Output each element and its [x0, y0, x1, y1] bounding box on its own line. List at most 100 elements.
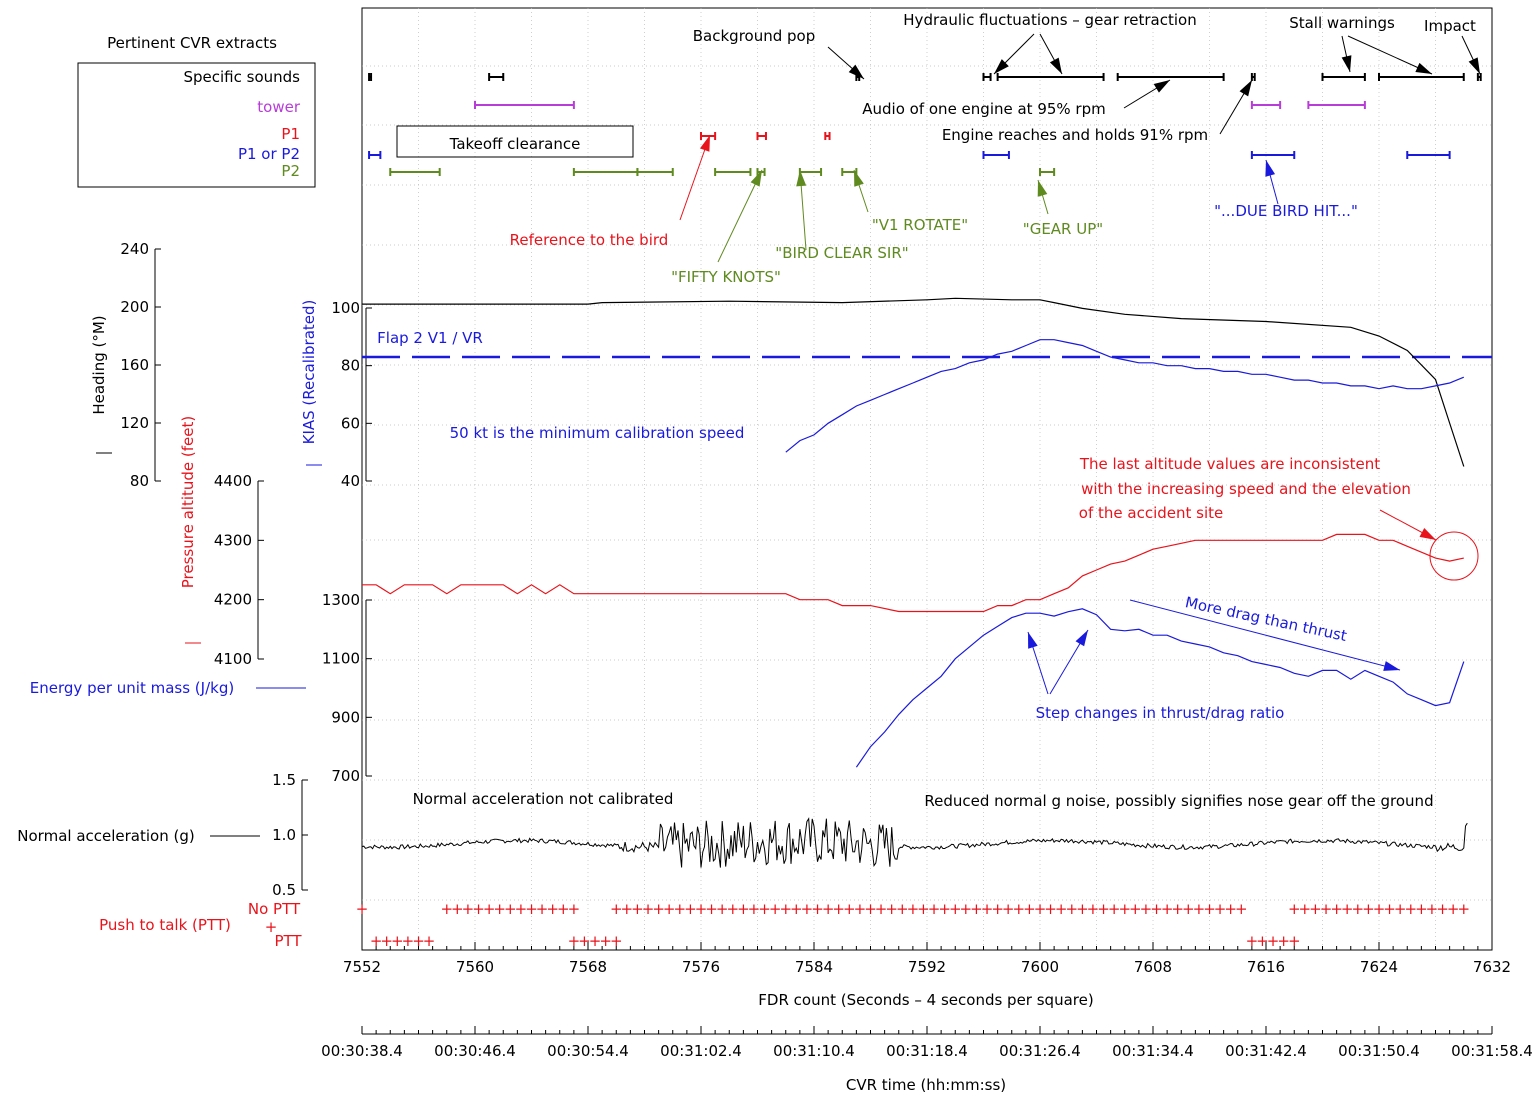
ptt-marker: + — [557, 900, 570, 918]
arrow-bird-ref-head — [699, 135, 710, 152]
ptt-marker: + — [1203, 900, 1216, 918]
altitude-axis-tick-label: 4200 — [214, 591, 252, 609]
cvr-tick-label: 00:30:46.4 — [434, 1042, 516, 1060]
ptt-marker: + — [822, 900, 835, 918]
arrow-stall-2-head — [1415, 62, 1432, 74]
annot-normal-not-cal: Normal acceleration not calibrated — [413, 790, 674, 808]
arrow-fifty — [717, 169, 763, 263]
fdr-x-axis: 7552 7560 7568 7576 7584 7592 7600 7608 7616 7624… — [343, 942, 1511, 976]
ptt-marker: + — [440, 900, 453, 918]
x-tick-label: 7616 — [1247, 958, 1285, 976]
ptt-marker: + — [1076, 900, 1089, 918]
annot-audio-engine: Audio of one engine at 95% rpm — [862, 100, 1106, 118]
ptt-marker: + — [832, 900, 845, 918]
arrow-background-pop-head — [848, 64, 864, 79]
ptt-marker: + — [928, 900, 941, 918]
arrow-due-bird-head — [1265, 160, 1276, 177]
ptt-marker: + — [515, 900, 528, 918]
ptt-marker: + — [1087, 900, 1100, 918]
x-tick-label: 7568 — [569, 958, 607, 976]
annot-gear-up: "GEAR UP" — [1023, 220, 1103, 238]
heading-axis-tick-label: 120 — [120, 414, 149, 432]
ptt-marker: + — [642, 900, 655, 918]
ptt-marker: + — [1013, 900, 1026, 918]
arrow-stall-1-head — [1341, 55, 1352, 72]
ptt-marker: + — [1447, 900, 1460, 918]
x-tick-label: 7632 — [1473, 958, 1511, 976]
takeoff-clearance-label: Takeoff clearance — [449, 135, 581, 153]
ptt-marker: + — [854, 900, 867, 918]
ptt-marker: + — [726, 900, 739, 918]
ptt-marker: + — [949, 900, 962, 918]
ptt-marker: + — [737, 900, 750, 918]
ptt-marker: + — [716, 900, 729, 918]
ptt-marker: + — [1415, 900, 1428, 918]
ptt-marker: + — [402, 932, 415, 950]
ptt-marker: + — [769, 900, 782, 918]
x-tick-label: 7552 — [343, 958, 381, 976]
energy-line — [855, 608, 1465, 768]
ptt-marker: + — [472, 900, 485, 918]
arrow-engine-holds-head — [1239, 80, 1252, 97]
ptt-marker: + — [621, 900, 634, 918]
annot-last-alt-2: with the increasing speed and the elevat… — [1081, 480, 1411, 498]
heading-axis-tick-label: 200 — [120, 298, 149, 316]
cvr-tick-label: 00:31:42.4 — [1225, 1042, 1307, 1060]
ptt-marker: + — [1150, 900, 1163, 918]
ptt-marker: + — [412, 932, 425, 950]
annot-v1-rotate: "V1 ROTATE" — [872, 216, 968, 234]
ptt-marker: + — [801, 900, 814, 918]
ptt-marker: + — [631, 900, 644, 918]
ptt-marker: + — [599, 932, 612, 950]
ptt-marker: + — [674, 900, 687, 918]
ptt-marker: + — [811, 900, 824, 918]
ptt-marker: + — [380, 932, 393, 950]
ptt-marker: + — [1288, 932, 1301, 950]
ptt-marker: + — [779, 900, 792, 918]
arrow-hydraulic-1-head — [994, 59, 1009, 74]
ptt-marker: + — [1171, 900, 1184, 918]
left-axes: 80 120 160 200 240 40 60 80 100 4100 4200 4300 4400 7… — [96, 240, 372, 936]
ptt-marker: + — [1161, 900, 1174, 918]
ptt-marker: + — [991, 900, 1004, 918]
heading-axis-tick-label: 160 — [120, 356, 149, 374]
legend-p2: P2 — [281, 162, 300, 180]
kias-line — [785, 339, 1465, 453]
ptt-marker: + — [960, 900, 973, 918]
ptt-marker: + — [451, 900, 464, 918]
ptt-marker: + — [1330, 900, 1343, 918]
ptt-marker: + — [1065, 900, 1078, 918]
ptt-marker: + — [546, 900, 559, 918]
ptt-marker: + — [1118, 900, 1131, 918]
kias-axis-tick-label: 80 — [341, 357, 360, 375]
ptt-marker: + — [748, 900, 761, 918]
ptt-axis-label: Push to talk (PTT) — [99, 916, 231, 934]
ptt-marker: + — [589, 932, 602, 950]
arrow-bird-clear-head — [796, 170, 807, 187]
x-axis-label: FDR count (Seconds – 4 seconds per squar… — [758, 991, 1093, 1009]
heading-axis-tick-label: 80 — [130, 472, 149, 490]
ptt-marker: + — [483, 900, 496, 918]
cvr-tick-label: 00:31:26.4 — [999, 1042, 1081, 1060]
ptt-marker: + — [790, 900, 803, 918]
normal-g-axis-tick-label: 1.5 — [272, 771, 296, 789]
last-altitude-circle — [1429, 531, 1479, 581]
ptt-marker: + — [423, 932, 436, 950]
ptt-marker: + — [1436, 900, 1449, 918]
altitude-axis-tick-label: 4100 — [214, 650, 252, 668]
ptt-marker: + — [1288, 900, 1301, 918]
x-tick-label: 7576 — [682, 958, 720, 976]
ptt-legend-cross: + — [265, 918, 278, 936]
heading-line — [362, 297, 1465, 467]
ptt-marker: + — [356, 900, 369, 918]
ptt-marker: + — [843, 900, 856, 918]
ptt-marker: + — [938, 900, 951, 918]
kias-axis-tick-label: 40 — [341, 472, 360, 490]
ptt-marker: + — [875, 900, 888, 918]
ptt-marker: + — [1002, 900, 1015, 918]
ptt-marker: + — [684, 900, 697, 918]
ptt-marker: + — [695, 900, 708, 918]
annot-bird-ref: Reference to the bird — [510, 231, 669, 249]
takeoff-clearance-box — [396, 125, 634, 158]
energy-axis-tick-label: 1100 — [322, 650, 360, 668]
